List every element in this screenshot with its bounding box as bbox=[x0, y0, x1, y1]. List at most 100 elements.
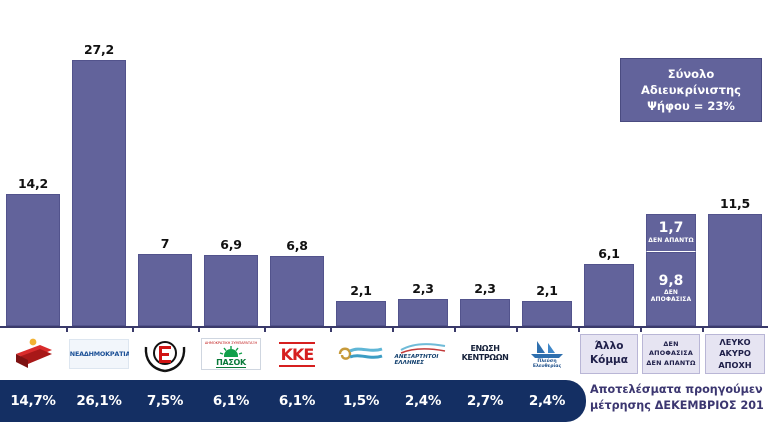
bar-value-label: 7 bbox=[160, 236, 170, 251]
bar-pasok bbox=[203, 255, 259, 326]
logo-cell-undecided: ΔΕΝ ΑΠΟΦΑΣΙΣΑ ΔΕΝ ΑΠΑΝΤΩ bbox=[640, 328, 702, 380]
nea-dimokratia-logo-icon: ΝΕΑΔΗΜΟΚΡΑΤΙΑ bbox=[68, 333, 130, 375]
previous-pct: 2,4% bbox=[528, 393, 566, 409]
axis-tick bbox=[66, 326, 68, 332]
bar-value-label: 6,9 bbox=[220, 237, 242, 252]
bar-allo-komma bbox=[583, 264, 635, 326]
pasok-logo-text: ΠΑΣΟΚ bbox=[216, 357, 246, 368]
stack-segment-den-apofasisa: 9,8 ΔΕΝ ΑΠΟΦΑΣΙΣΑ bbox=[645, 252, 697, 326]
logo-cell-syriza bbox=[0, 328, 66, 380]
category-logo-row: ΝΕΑΔΗΜΟΚΡΑΤΙΑ ΔΗΜΟΚΡΑΤΙΚΗ ΣΥΜΠΑΡΑΤΑΞΗ bbox=[0, 328, 768, 380]
kke-logo-text: ΚΚΕ bbox=[278, 341, 316, 367]
bar-column-plefsi-eleftherias: 2,1 bbox=[516, 0, 578, 326]
syriza-logo-icon bbox=[3, 333, 64, 375]
bar-lefko-akyro-apoxi bbox=[707, 214, 763, 326]
bar-column-anel: 2,3 bbox=[392, 0, 454, 326]
bar-value-label: 2,3 bbox=[474, 281, 496, 296]
caption-line-2: μέτρησης ΔΕΚΕΜΒΡΙΟΣ 201 bbox=[590, 398, 764, 412]
bar-syriza bbox=[5, 194, 61, 326]
bar-column-xa: 7 bbox=[132, 0, 198, 326]
logo-cell-allo-komma: Άλλο Κόμμα bbox=[578, 328, 640, 380]
nd-logo-text: ΝΕΑΔΗΜΟΚΡΑΤΙΑ bbox=[69, 350, 130, 358]
kke-logo-icon: ΚΚΕ bbox=[267, 333, 328, 375]
anel-logo-text: ΑΝΕΞΑΡΤΗΤΟΙ ΕΛΛΗΝΕΣ bbox=[394, 354, 439, 366]
allo-komma-line2: Κόμμα bbox=[589, 354, 629, 366]
plefsi-logo-line1: Πλεύση bbox=[537, 358, 557, 364]
blank-line3: ΑΠΟΧΗ bbox=[718, 359, 752, 370]
undecided-line1: ΔΕΝ bbox=[663, 340, 679, 349]
undecided-line3: ΔΕΝ ΑΠΑΝΤΩ bbox=[646, 358, 696, 367]
anel-logo-icon: ΑΝΕΞΑΡΤΗΤΟΙ ΕΛΛΗΝΕΣ bbox=[394, 333, 451, 375]
bar-enosi-kentroon bbox=[459, 299, 511, 326]
x-axis-ticks bbox=[0, 326, 768, 332]
blank-line2: ΑΚΥΡΟ bbox=[719, 348, 751, 359]
bar-column-undecided: 1,7 ΔΕΝ ΑΠΑΝΤΩ 9,8 ΔΕΝ ΑΠΟΦΑΣΙΣΑ bbox=[640, 0, 702, 326]
previous-pct: 1,5% bbox=[342, 393, 380, 409]
undecided-line2: ΑΠΟΦΑΣΙΣΑ bbox=[649, 349, 693, 358]
allo-komma-label: Άλλο Κόμμα bbox=[580, 334, 638, 374]
chrysi-avgi-logo-icon bbox=[135, 333, 196, 375]
plot-area: 14,2 27,2 7 6,9 6,8 2,1 bbox=[0, 0, 768, 326]
previous-pct: 6,1% bbox=[278, 393, 316, 409]
pasok-coalition-text: ΔΗΜΟΚΡΑΤΙΚΗ ΣΥΜΠΑΡΑΤΑΞΗ bbox=[204, 340, 258, 345]
bar-column-lefko-akyro-apoxi: 11,5 bbox=[702, 0, 768, 326]
caption-line-1: Αποτελέσματα προηγούμεν bbox=[590, 383, 763, 396]
plefsi-eleftherias-logo-icon: Πλεύση Ελευθερίας bbox=[518, 333, 575, 375]
bar-column-potami: 2,1 bbox=[330, 0, 392, 326]
bar-nd bbox=[71, 60, 127, 326]
potami-logo-icon bbox=[332, 333, 389, 375]
previous-pct: 26,1% bbox=[76, 393, 122, 409]
bar-value-label: 2,1 bbox=[350, 283, 372, 298]
stack-segment-value: 1,7 bbox=[658, 220, 684, 237]
bar-column-pasok: 6,9 bbox=[198, 0, 264, 326]
axis-tick bbox=[330, 326, 332, 332]
axis-tick bbox=[578, 326, 580, 332]
x-axis-line bbox=[0, 326, 768, 328]
logo-cell-kke: ΚΚΕ bbox=[264, 328, 330, 380]
previous-pct: 2,7% bbox=[466, 393, 504, 409]
bar-xa bbox=[137, 254, 193, 326]
bar-anel bbox=[397, 299, 449, 326]
bar-value-label: 14,2 bbox=[17, 176, 49, 191]
annotation-line-3: Ψήφου = 23% bbox=[647, 99, 735, 114]
stack-segment-caption: ΔΕΝ ΑΠΟΦΑΣΙΣΑ bbox=[650, 289, 692, 304]
enosi-kentroon-logo-icon: ΕΝΩΣΗ ΚΕΝΤΡΩΩΝ bbox=[456, 333, 513, 375]
logo-cell-pasok: ΔΗΜΟΚΡΑΤΙΚΗ ΣΥΜΠΑΡΑΤΑΞΗ ΠΑΣΟΚ bbox=[198, 328, 264, 380]
logo-cell-xrysi-avgi bbox=[132, 328, 198, 380]
axis-tick bbox=[640, 326, 642, 332]
bar-kke bbox=[269, 256, 325, 326]
axis-tick bbox=[702, 326, 704, 332]
lefko-akyro-apoxi-label: ΛΕΥΚΟ ΑΚΥΡΟ ΑΠΟΧΗ bbox=[704, 334, 766, 374]
axis-tick bbox=[454, 326, 456, 332]
undecided-label: ΔΕΝ ΑΠΟΦΑΣΙΣΑ ΔΕΝ ΑΠΑΝΤΩ bbox=[642, 334, 700, 374]
previous-poll-caption: Αποτελέσματα προηγούμεν μέτρησης ΔΕΚΕΜΒΡ… bbox=[590, 382, 768, 414]
allo-komma-line1: Άλλο bbox=[594, 340, 624, 353]
bar-value-label: 27,2 bbox=[83, 42, 115, 57]
bar-column-enosi-kentroon: 2,3 bbox=[454, 0, 516, 326]
bar-column-kke: 6,8 bbox=[264, 0, 330, 326]
logo-cell-potami bbox=[330, 328, 392, 380]
logo-cell-lefko-akyro-apoxi: ΛΕΥΚΟ ΑΚΥΡΟ ΑΠΟΧΗ bbox=[702, 328, 768, 380]
bar-value-label: 2,3 bbox=[412, 281, 434, 296]
undecided-total-annotation: Σύνολο Αδιευκρίνιστης Ψήφου = 23% bbox=[620, 58, 762, 122]
previous-pct: 2,4% bbox=[404, 393, 442, 409]
annotation-line-2: Αδιευκρίνιστης bbox=[641, 82, 741, 97]
bar-potami bbox=[335, 301, 387, 326]
bar-column-allo-komma: 6,1 bbox=[578, 0, 640, 326]
logo-cell-plefsi-eleftherias: Πλεύση Ελευθερίας bbox=[516, 328, 578, 380]
bar-value-label: 6,8 bbox=[286, 238, 308, 253]
axis-tick bbox=[516, 326, 518, 332]
enosi-logo-line1: ΕΝΩΣΗ bbox=[470, 344, 500, 354]
bar-column-syriza: 14,2 bbox=[0, 0, 66, 326]
bar-value-label: 6,1 bbox=[598, 246, 620, 261]
bar-plefsi-eleftherias bbox=[521, 301, 573, 326]
stacked-bar-undecided: 1,7 ΔΕΝ ΑΠΑΝΤΩ 9,8 ΔΕΝ ΑΠΟΦΑΣΙΣΑ bbox=[645, 214, 697, 326]
stack-segment-caption: ΔΕΝ ΑΠΑΝΤΩ bbox=[648, 236, 694, 244]
logo-cell-enosi-kentroon: ΕΝΩΣΗ ΚΕΝΤΡΩΩΝ bbox=[454, 328, 516, 380]
previous-pct: 7,5% bbox=[146, 393, 184, 409]
axis-tick bbox=[264, 326, 266, 332]
stack-segment-value: 9,8 bbox=[658, 272, 684, 289]
previous-pct: 14,7% bbox=[10, 393, 56, 409]
axis-tick bbox=[198, 326, 200, 332]
